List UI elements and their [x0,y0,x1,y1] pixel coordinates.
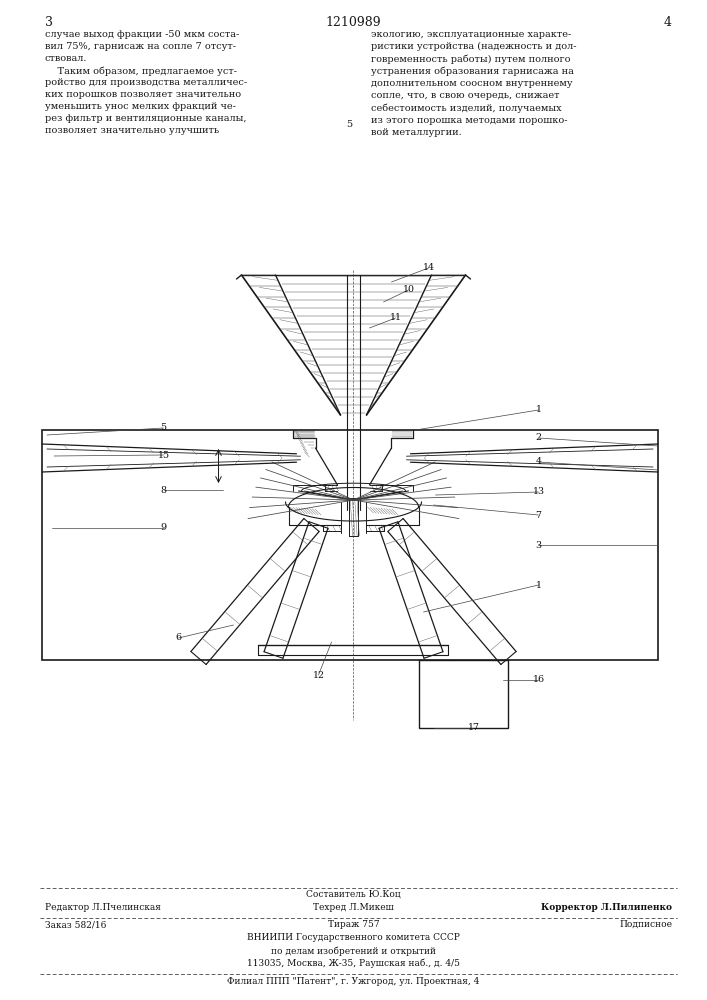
Text: 4: 4 [535,458,542,466]
Text: 2: 2 [535,434,542,442]
Text: ВНИИПИ Государственного комитета СССР: ВНИИПИ Государственного комитета СССР [247,933,460,942]
Text: Филиал ППП "Патент", г. Ужгород, ул. Проектная, 4: Филиал ППП "Патент", г. Ужгород, ул. Про… [228,977,479,986]
Text: 7: 7 [535,511,542,520]
Text: Подписное: Подписное [619,920,672,929]
Text: по делам изобретений и открытий: по делам изобретений и открытий [271,946,436,956]
Text: 14: 14 [423,263,435,272]
Text: 1: 1 [535,580,542,589]
Text: 16: 16 [532,676,544,684]
Text: 1210989: 1210989 [326,16,381,29]
Text: 13: 13 [532,488,544,496]
Text: Тираж 757: Тираж 757 [327,920,380,929]
Text: экологию, эксплуатационные характе-
ристики устройства (надежность и дол-
говрем: экологию, эксплуатационные характе- рист… [371,30,576,137]
Text: Корректор Л.Пилипенко: Корректор Л.Пилипенко [541,903,672,912]
Text: Заказ 582/16: Заказ 582/16 [45,920,106,929]
Text: 5: 5 [160,424,167,432]
Text: 5: 5 [346,120,352,129]
Text: 17: 17 [467,724,479,732]
Bar [419,660,508,728]
Text: Техред Л.Микеш: Техред Л.Микеш [313,903,394,912]
Text: 11: 11 [390,314,402,322]
Text: 15: 15 [158,450,170,460]
Text: 12: 12 [312,670,325,680]
Text: 1: 1 [535,406,542,414]
Text: 113035, Москва, Ж-35, Раушская наб., д. 4/5: 113035, Москва, Ж-35, Раушская наб., д. … [247,959,460,968]
Text: 3: 3 [45,16,53,29]
Text: 10: 10 [402,286,414,294]
Text: 9: 9 [160,524,167,532]
Text: Составитель Ю.Коц: Составитель Ю.Коц [306,890,401,899]
Bar [42,430,658,660]
Text: 4: 4 [664,16,672,29]
Text: 8: 8 [160,486,167,495]
Text: 6: 6 [175,634,182,643]
Text: случае выход фракции -50 мкм соста-
вил 75%, гарнисаж на сопле 7 отсут-
ствовал.: случае выход фракции -50 мкм соста- вил … [45,30,247,135]
Text: Редактор Л.Пчелинская: Редактор Л.Пчелинская [45,903,161,912]
Text: 3: 3 [535,540,542,550]
